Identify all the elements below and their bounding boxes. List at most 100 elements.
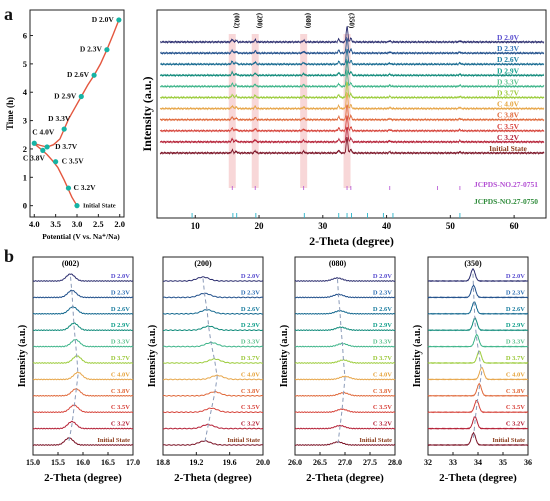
x-tick-label: 18.8 xyxy=(156,458,170,467)
zoom-series-label: C 3.5V xyxy=(241,404,260,411)
state-label: D 2.0V xyxy=(92,15,115,24)
state-marker xyxy=(91,72,97,78)
zoom-series-line xyxy=(32,305,134,315)
xrd-zoom-chart: (002) D 2.0V D 2.3V D 2.6V D 2.9V D 3.3V D 3.7… xyxy=(17,256,140,484)
peak-highlight-band xyxy=(251,34,259,188)
y-tick-label: 4 xyxy=(23,87,28,97)
x-tick-label: 4.0 xyxy=(29,219,40,229)
state-marker xyxy=(65,185,72,191)
zoom-series-line xyxy=(427,367,529,381)
x-axis-label: Potential (V vs. Na⁺/Na) xyxy=(42,232,120,241)
zoom-series-line xyxy=(162,440,264,446)
x-tick-label: 50 xyxy=(446,221,456,231)
reference-1-label: JCPDS-NO.27-0751 xyxy=(474,180,538,189)
zoom-series-line xyxy=(294,391,396,397)
state-marker xyxy=(53,159,59,165)
zoom-series-line xyxy=(32,273,134,282)
zoom-series-label: C 3.8V xyxy=(241,388,260,395)
x-tick-label: 60 xyxy=(510,221,520,231)
zoom-series-label: D 2.3V xyxy=(506,289,525,296)
zoom-series-label: D 2.6V xyxy=(241,306,260,313)
zoom-series-line xyxy=(162,391,264,397)
zoom-series-line xyxy=(32,338,134,348)
zoom-series-line xyxy=(162,325,264,332)
zoom-series-label: C 3.8V xyxy=(506,388,525,395)
reference-2-label: JCPDS-NO.27-0750 xyxy=(474,197,538,206)
peak-highlight-band xyxy=(343,34,351,188)
xrd-series-line xyxy=(159,36,545,56)
x-tick-label: 32 xyxy=(424,458,432,467)
zoom-series-line xyxy=(427,350,529,365)
xrd-zoom-chart: (080) D 2.0V D 2.3V D 2.6V D 2.9V D 3.3V D 3.7… xyxy=(279,256,402,484)
x-tick-label: 2.0 xyxy=(114,219,125,229)
zoom-series-label: D 2.0V xyxy=(506,273,525,280)
x-tick-label: 36 xyxy=(524,458,532,467)
zoom-title: (080) xyxy=(329,259,347,268)
zoom-series-label: D 2.6V xyxy=(111,306,130,313)
panel-label-a: a xyxy=(4,4,13,24)
y-tick-label: 3 xyxy=(23,116,27,126)
x-tick-label: 20.0 xyxy=(256,458,270,467)
voltage-profile-chart: 4.0 3.5 3.0 2.5 2.0 0 1 2 3 4 5 6 Potential (V vs. N… xyxy=(5,9,125,241)
zoom-series-line xyxy=(32,355,134,364)
y-axis-label: Intensity (a.u.) xyxy=(279,325,290,388)
zoom-series-line xyxy=(427,301,529,315)
x-tick-label: 15.0 xyxy=(26,458,40,467)
zoom-series-line xyxy=(32,437,134,446)
zoom-series-line xyxy=(427,415,529,430)
peak-highlight-band xyxy=(300,34,308,188)
state-label: D 2.3V xyxy=(80,45,103,54)
zoom-series-line xyxy=(162,341,264,348)
zoom-series-line xyxy=(162,276,264,282)
xrd-series-label: D 2.9V xyxy=(497,66,520,75)
zoom-series-label: C 4.0V xyxy=(373,371,392,378)
y-tick-label: 5 xyxy=(23,59,27,69)
zoom-series-label: D 3.3V xyxy=(506,339,525,346)
zoom-series-line xyxy=(162,309,263,315)
state-label: C 4.0V xyxy=(32,127,55,136)
zoom-series-line xyxy=(162,374,264,381)
plot-frame xyxy=(162,256,264,456)
zoom-series-label: D 2.9V xyxy=(111,322,130,329)
x-tick-label: 27.5 xyxy=(363,458,377,467)
y-tick-label: 2 xyxy=(23,144,27,154)
x-tick-label: 20 xyxy=(255,221,265,231)
state-marker xyxy=(40,147,46,153)
zoom-series-label: D 2.3V xyxy=(241,289,260,296)
zoom-series-label: Initial State xyxy=(359,437,392,444)
x-axis-label: 2-Theta (degree) xyxy=(44,472,122,484)
x-tick-label: 35 xyxy=(499,458,507,467)
zoom-series-label: D 3.7V xyxy=(111,355,130,362)
zoom-series-line xyxy=(294,424,396,430)
zoom-series-label: C 4.0V xyxy=(111,371,130,378)
peak-index-label: (002) xyxy=(233,13,241,29)
peak-index-label: (080) xyxy=(304,13,312,29)
zoom-series-label: D 3.7V xyxy=(373,355,392,362)
x-tick-label: 19.6 xyxy=(223,458,237,467)
xrd-series-label: D 2.6V xyxy=(497,55,520,64)
xrd-series-label: C 3.8V xyxy=(497,111,520,120)
zoom-series-line xyxy=(294,309,396,315)
zoom-series-line xyxy=(32,404,134,414)
y-axis-label: Intensity (a.u.) xyxy=(140,76,154,151)
zoom-series-line xyxy=(427,431,529,447)
xrd-zoom-chart: (200) D 2.0V D 2.3V D 2.6V D 2.9V D 3.3V D 3.7… xyxy=(147,256,270,484)
zoom-series-line xyxy=(162,407,263,414)
y-tick-label: 6 xyxy=(23,31,27,41)
zoom-series-line xyxy=(32,420,134,430)
xrd-series-line xyxy=(159,136,545,156)
state-label: Initial State xyxy=(83,203,116,210)
xrd-series-line xyxy=(159,25,545,45)
state-label: D 2.6V xyxy=(67,70,90,79)
zoom-series-label: C 3.2V xyxy=(373,421,392,428)
zoom-series-label: Initial State xyxy=(492,437,525,444)
zoom-series-line xyxy=(427,399,529,414)
x-tick-label: 26.5 xyxy=(313,458,327,467)
zoom-series-label: D 2.0V xyxy=(241,273,260,280)
x-tick-label: 40 xyxy=(382,221,392,231)
zoom-series-label: D 2.6V xyxy=(506,306,525,313)
xrd-series-label: C 3.2V xyxy=(497,133,520,142)
y-axis-label: Intensity (a.u.) xyxy=(17,325,28,388)
x-axis-label: 2-Theta (degree) xyxy=(309,234,394,248)
zoom-series-label: D 3.7V xyxy=(506,355,525,362)
